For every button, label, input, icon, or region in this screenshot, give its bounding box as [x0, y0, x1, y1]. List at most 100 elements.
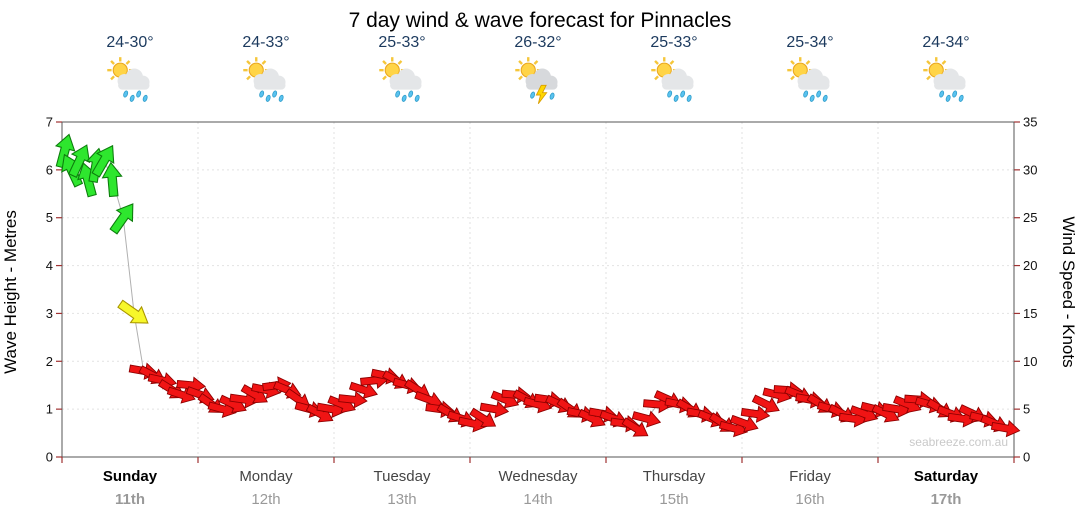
x-axis-date-label: 12th [251, 491, 280, 508]
grid-layer [62, 122, 1014, 457]
raindrop-icon [952, 90, 958, 98]
wave-height-tick-label: 5 [46, 210, 53, 225]
raindrop-icon [822, 94, 828, 102]
forecast-day-column: 25-33° [334, 34, 470, 110]
raindrop-icon [142, 94, 148, 102]
tick-layer [56, 121, 1020, 463]
plot-area-border [61, 121, 1015, 458]
cloud-icon [253, 68, 286, 90]
wave-height-tick-label: 0 [46, 450, 53, 465]
forecast-day-column: 24-34° [878, 34, 1014, 110]
forecast-day-column: 25-34° [742, 34, 878, 110]
forecast-day-column: 25-33° [606, 34, 742, 110]
right-axis-title: Wind Speed - Knots [1059, 216, 1078, 367]
wave-height-tick-label: 3 [46, 306, 53, 321]
raindrop-icon [945, 94, 951, 102]
showers-weather-icon [62, 56, 198, 110]
x-axis-date-label: 15th [659, 491, 688, 508]
raindrop-icon [136, 90, 142, 98]
page-title: 7 day wind & wave forecast for Pinnacles [348, 9, 732, 32]
cloud-icon [389, 68, 422, 90]
wind-arrow-red [729, 414, 759, 433]
wind-speed-tick-label: 5 [1023, 402, 1030, 417]
raindrop-icon [816, 90, 822, 98]
wind-arrow-red [479, 400, 510, 419]
raindrop-icon [939, 90, 945, 98]
wind-speed-tick-label: 30 [1023, 162, 1037, 177]
sun-icon [243, 57, 270, 84]
raindrop-icon [809, 94, 815, 102]
wind-arrow-green [91, 144, 115, 178]
cloud-icon [933, 68, 966, 90]
cloud-icon [117, 68, 150, 90]
raindrop-icon [414, 94, 420, 102]
forecast-day-column: 24-33° [198, 34, 334, 110]
showers-weather-icon [334, 56, 470, 110]
x-axis-day-label: Tuesday [374, 468, 431, 485]
wind-arrow-yellow [117, 299, 149, 324]
day-temperature-range: 25-34° [786, 34, 834, 51]
wind-arrow-red [751, 394, 780, 414]
wind-speed-line [64, 150, 1007, 429]
x-axis-day-label: Friday [789, 468, 831, 485]
showers-weather-icon [606, 56, 742, 110]
left-axis-title: Wave Height - Metres [1, 210, 20, 374]
forecast-days-row: 24-30° 24-33° 25-33° 26-32° 25-33° 25-34° 24-3… [62, 34, 1014, 110]
wind-speed-tick-label: 35 [1023, 115, 1037, 130]
wave-height-tick-label: 1 [46, 402, 53, 417]
forecast-day-column: 24-30° [62, 34, 198, 110]
wave-height-tick-label: 4 [46, 258, 53, 273]
forecast-chart: 0 1 2 3 4 5 6 7 0 5 10 15 20 25 30 35 Sunday 11th Monday 12… [1, 115, 1078, 509]
raindrop-icon [667, 90, 673, 98]
wind-arrow-red [990, 419, 1021, 438]
raindrop-icon [680, 90, 686, 98]
x-axis-day-label: Sunday [103, 468, 158, 485]
wind-arrow-layer [54, 133, 1021, 438]
x-axis-day-label: Thursday [643, 468, 706, 485]
x-axis-day-label: Wednesday [499, 468, 578, 485]
raindrop-icon [272, 90, 278, 98]
wind-arrow-red [740, 405, 771, 423]
wind-arrow-red [348, 381, 378, 399]
wind-arrow-red [338, 390, 368, 409]
x-axis-date-label: 13th [387, 491, 416, 508]
wave-height-tick-label: 7 [46, 115, 53, 130]
wind-speed-tick-label: 20 [1023, 258, 1037, 273]
raindrop-icon [401, 94, 407, 102]
x-axis-date-label: 11th [115, 491, 145, 508]
raindrop-icon [123, 90, 129, 98]
wind-arrow-green [68, 144, 91, 179]
wind-speed-tick-label: 25 [1023, 210, 1037, 225]
raindrop-icon [259, 90, 265, 98]
watermark: seabreeze.com.au [909, 435, 1008, 449]
day-temperature-range: 25-33° [650, 34, 698, 51]
day-temperature-range: 26-32° [514, 34, 562, 51]
raindrop-icon [278, 94, 284, 102]
day-temperature-range: 24-34° [922, 34, 970, 51]
raindrop-icon [686, 94, 692, 102]
day-temperature-range: 25-33° [378, 34, 426, 51]
wind-arrow-red [631, 410, 662, 428]
x-axis-date-label: 16th [795, 491, 824, 508]
wind-speed-tick-label: 15 [1023, 306, 1037, 321]
raindrop-icon [958, 94, 964, 102]
x-axis-date-label: 14th [523, 491, 552, 508]
raindrop-icon [129, 94, 135, 102]
wind-arrow-green [109, 203, 134, 235]
raindrop-icon [265, 94, 271, 102]
storm-weather-icon [470, 56, 606, 110]
wave-height-tick-label: 2 [46, 354, 53, 369]
forecast-day-column: 26-32° [470, 34, 606, 110]
raindrop-icon [549, 92, 555, 100]
raindrop-icon [803, 90, 809, 98]
wind-arrow-red [176, 376, 206, 395]
wind-speed-tick-label: 0 [1023, 450, 1030, 465]
wave-height-tick-label: 6 [46, 162, 53, 177]
wind-arrow-red [469, 407, 497, 428]
raindrop-icon [530, 91, 536, 99]
lightning-icon [535, 84, 548, 105]
showers-weather-icon [878, 56, 1014, 110]
x-axis-day-label: Saturday [914, 468, 979, 485]
raindrop-icon [673, 94, 679, 102]
